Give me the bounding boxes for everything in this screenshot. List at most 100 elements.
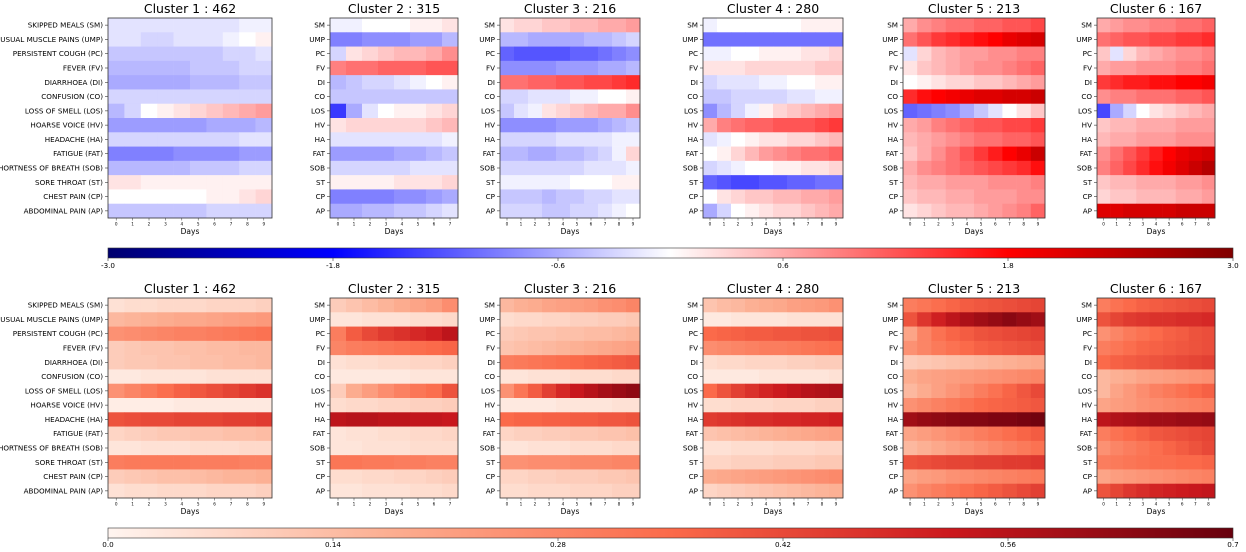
heatmap-cell bbox=[717, 341, 731, 356]
heatmap-cell bbox=[731, 175, 745, 190]
heatmap-cell bbox=[346, 75, 362, 90]
heatmap-cell bbox=[1123, 204, 1136, 219]
heatmap-cell bbox=[556, 441, 570, 456]
heatmap-cell bbox=[917, 61, 932, 76]
heatmap-cell bbox=[223, 47, 240, 62]
x-tick-label: 1 bbox=[131, 502, 134, 507]
heatmap-cell bbox=[500, 132, 514, 147]
heatmap-cell bbox=[988, 312, 1003, 327]
heatmap-cell bbox=[703, 469, 717, 484]
heatmap-cell bbox=[500, 427, 514, 442]
heatmap-cell bbox=[960, 18, 975, 33]
heatmap-cell bbox=[960, 312, 975, 327]
heatmap-cell bbox=[1149, 484, 1162, 499]
heatmap-cell bbox=[1097, 61, 1110, 76]
x-tick-label: 6 bbox=[793, 222, 796, 227]
heatmap-cell bbox=[773, 132, 787, 147]
heatmap-cell bbox=[542, 204, 556, 219]
heatmap-cell bbox=[1002, 189, 1017, 204]
heatmap-cell bbox=[773, 427, 787, 442]
heatmap-cell bbox=[378, 455, 394, 470]
x-tick-label: 1 bbox=[1115, 502, 1118, 507]
heatmap-cell bbox=[346, 398, 362, 413]
y-tick-label: HV bbox=[688, 121, 698, 130]
heatmap-cell bbox=[1123, 412, 1136, 427]
heatmap-cell bbox=[206, 327, 223, 342]
y-tick-label: AP bbox=[889, 486, 899, 495]
heatmap-cell bbox=[584, 455, 598, 470]
heatmap-cell bbox=[141, 341, 158, 356]
y-tick-label: DI bbox=[317, 78, 325, 87]
heatmap-cell bbox=[190, 355, 207, 370]
heatmap-cell bbox=[903, 484, 918, 499]
heatmap-cell bbox=[223, 118, 240, 133]
heatmap-cell bbox=[1176, 147, 1189, 162]
heatmap-cell bbox=[174, 75, 191, 90]
heatmap-cell bbox=[346, 412, 362, 427]
heatmap-cell bbox=[426, 355, 442, 370]
heatmap-cell bbox=[410, 47, 426, 62]
heatmap-cell bbox=[974, 298, 989, 313]
heatmap-cell bbox=[1202, 384, 1215, 399]
heatmap-cell bbox=[612, 412, 626, 427]
heatmap-cell bbox=[426, 384, 442, 399]
heatmap-cell bbox=[394, 189, 410, 204]
heatmap-cell bbox=[157, 32, 174, 47]
heatmap-cell bbox=[829, 18, 843, 33]
heatmap-cell bbox=[223, 369, 240, 384]
heatmap-cell bbox=[206, 75, 223, 90]
heatmap-cell bbox=[394, 47, 410, 62]
heatmap-cell bbox=[378, 427, 394, 442]
heatmap-cell bbox=[815, 298, 829, 313]
heatmap-cell bbox=[362, 312, 378, 327]
x-tick-label: 0 bbox=[115, 502, 118, 507]
y-tick-label: FV bbox=[889, 344, 898, 353]
heatmap-cell bbox=[626, 484, 640, 499]
x-tick-label: 5 bbox=[980, 502, 983, 507]
heatmap-cell bbox=[612, 204, 626, 219]
heatmap-cell bbox=[1123, 341, 1136, 356]
heatmap-cell bbox=[787, 47, 801, 62]
heatmap-cell bbox=[988, 132, 1003, 147]
heatmap-cell bbox=[1031, 427, 1046, 442]
heatmap-cell bbox=[514, 441, 528, 456]
heatmap-cell bbox=[1136, 61, 1149, 76]
heatmap-cell bbox=[703, 61, 717, 76]
heatmap-cell bbox=[223, 441, 240, 456]
heatmap-cell bbox=[1017, 455, 1032, 470]
heatmap-cell bbox=[141, 104, 158, 119]
heatmap-cell bbox=[1202, 341, 1215, 356]
x-tick-label: 3 bbox=[751, 502, 754, 507]
x-tick-label: 7 bbox=[1008, 502, 1011, 507]
y-tick-label: DI bbox=[1084, 358, 1092, 367]
heatmap-cell bbox=[1176, 47, 1189, 62]
heatmap-cell bbox=[717, 369, 731, 384]
heatmap-cell bbox=[598, 427, 612, 442]
y-tick-label: SM bbox=[484, 301, 495, 310]
heatmap-cell bbox=[1110, 312, 1123, 327]
heatmap-cell bbox=[362, 32, 378, 47]
heatmap-cell bbox=[745, 327, 759, 342]
heatmap-cell bbox=[1202, 189, 1215, 204]
heatmap-cell bbox=[500, 204, 514, 219]
heatmap-cell bbox=[1097, 312, 1110, 327]
y-tick-label: SM bbox=[484, 21, 495, 30]
heatmap-cell bbox=[378, 47, 394, 62]
heatmap-cell bbox=[1163, 455, 1176, 470]
heatmap-cell bbox=[223, 327, 240, 342]
heatmap-cell bbox=[612, 341, 626, 356]
heatmap-cell bbox=[960, 175, 975, 190]
y-tick-label: CP bbox=[316, 192, 326, 201]
heatmap-cell bbox=[528, 298, 542, 313]
x-tick-label: 9 bbox=[1037, 502, 1040, 507]
heatmap-cell bbox=[787, 441, 801, 456]
heatmap-cell bbox=[1163, 327, 1176, 342]
heatmap-cell bbox=[917, 298, 932, 313]
heatmap-cell bbox=[514, 18, 528, 33]
y-tick-label: ST bbox=[486, 178, 496, 187]
x-tick-label: 7 bbox=[230, 222, 233, 227]
heatmap-cell bbox=[346, 61, 362, 76]
heatmap-cell bbox=[903, 104, 918, 119]
heatmap-cell bbox=[1097, 327, 1110, 342]
heatmap-cell bbox=[974, 132, 989, 147]
